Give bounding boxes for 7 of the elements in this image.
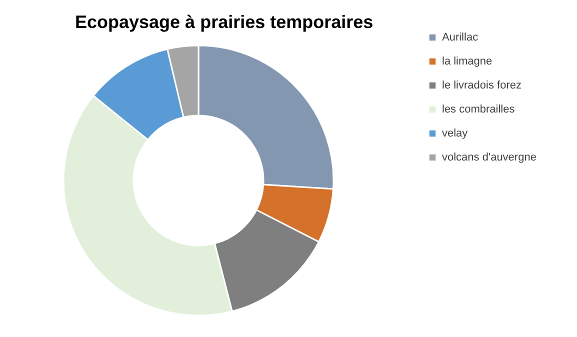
legend-label: velay (442, 128, 468, 140)
legend-label: volcans d'auvergne (442, 152, 536, 164)
chart-title: Ecopaysage à prairies temporaires (75, 12, 374, 32)
legend-label: le livradois forez (442, 80, 522, 92)
legend-label: la limagne (442, 56, 492, 68)
legend-label: les combrailles (442, 104, 516, 116)
legend-label: Aurillac (442, 32, 479, 44)
